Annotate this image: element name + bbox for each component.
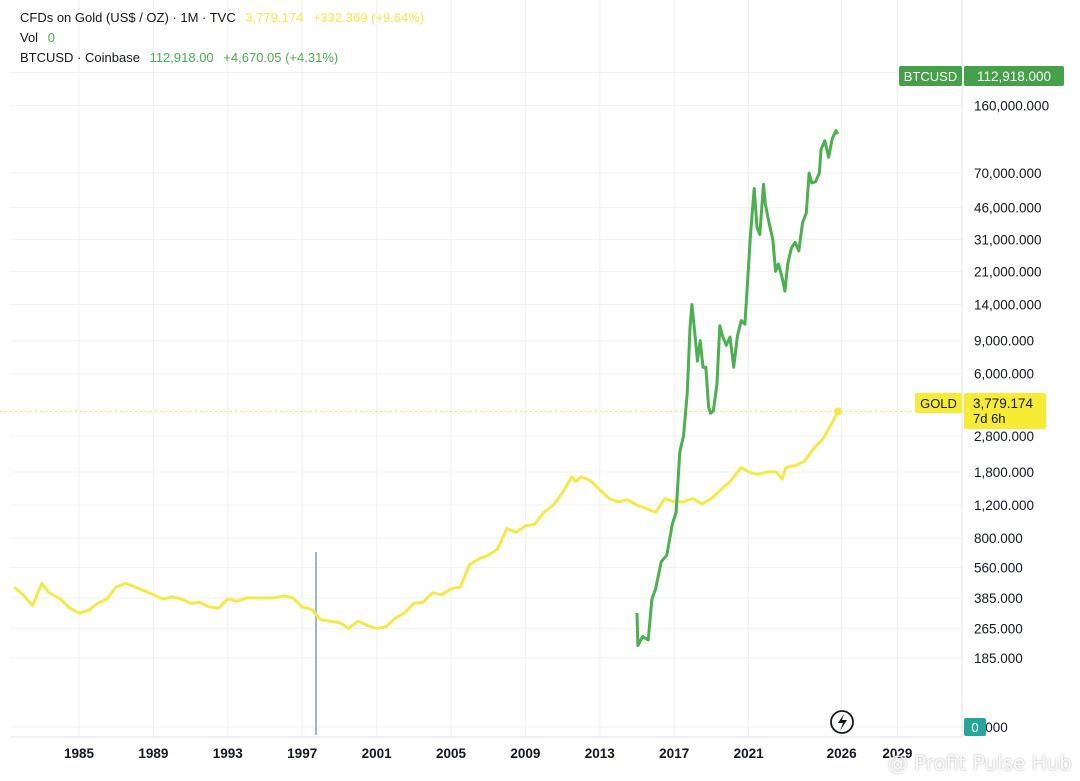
y-tick-label: 2,800.000 xyxy=(974,429,1034,444)
x-tick-label: 1985 xyxy=(64,746,95,761)
vol-legend-row: Vol 0 xyxy=(20,30,61,45)
btc-legend-row: BTCUSD · Coinbase 112,918.00 +4,670.05 (… xyxy=(20,50,344,65)
vol-legend-label: Vol xyxy=(20,30,39,45)
y-tick-label: 1,800.000 xyxy=(974,465,1034,480)
btc-legend-price: 112,918.00 xyxy=(149,50,214,65)
btc-legend-change: +4,670.05 (+4.31%) xyxy=(223,50,339,65)
btc-tag-value: 112,918.000 xyxy=(977,69,1051,84)
x-tick-label: 2017 xyxy=(659,746,689,761)
x-axis: 1985 1989 1993 1997 2001 2005 2009 2013 2017 2021… xyxy=(64,746,912,761)
y-tick-label: 21,000.000 xyxy=(974,264,1042,279)
x-tick-label: 2005 xyxy=(436,746,467,761)
x-tick-label: 2001 xyxy=(362,746,393,761)
vol-tag-value: 0 xyxy=(971,720,978,735)
y-tick-label: 1,200.000 xyxy=(974,498,1034,513)
y-tick-label: 385.000 xyxy=(974,591,1023,606)
y-tick-label: 560.000 xyxy=(974,560,1023,575)
x-tick-label: 2013 xyxy=(585,746,616,761)
y-tick-label: 160,000.000 xyxy=(974,99,1049,114)
gold-legend-price: 3,779.174 xyxy=(245,10,304,25)
y-tick-label: 70,000.000 xyxy=(974,166,1042,181)
y-tick-label: 14,000.000 xyxy=(974,298,1042,313)
gold-legend-row: CFDs on Gold (US$ / OZ) · 1M · TVC 3,779… xyxy=(20,10,430,25)
replay-icon[interactable] xyxy=(830,710,854,734)
x-tick-label: 2026 xyxy=(827,746,858,761)
y-tick-label: 6,000.000 xyxy=(974,367,1034,382)
gold-last-point xyxy=(833,407,842,416)
gold-tag-countdown: 7d 6h xyxy=(973,411,1006,426)
x-tick-label: 1993 xyxy=(213,746,244,761)
btc-tag-symbol: BTCUSD xyxy=(904,69,957,84)
btc-series-line[interactable] xyxy=(635,129,840,647)
btc-legend-title: BTCUSD · Coinbase xyxy=(20,50,140,65)
vol-price-tag: 0 xyxy=(964,718,986,736)
watermark: @ Profit Pulse Hub xyxy=(887,751,1072,775)
y-tick-label: 265.000 xyxy=(974,621,1023,636)
gold-tag-value: 3,779.174 xyxy=(973,396,1034,411)
x-tick-label: 2029 xyxy=(882,746,912,761)
gold-legend-title: CFDs on Gold (US$ / OZ) · 1M · TVC xyxy=(20,10,236,25)
y-tick-label: 800.000 xyxy=(974,531,1023,546)
btc-price-tag: BTCUSD 112,918.000 xyxy=(899,66,1064,86)
gold-legend-change: +332.369 (+9.64%) xyxy=(312,10,425,25)
x-tick-label: 2009 xyxy=(510,746,540,761)
gold-tag-symbol: GOLD xyxy=(920,396,957,411)
chart-grid xyxy=(10,0,963,738)
y-tick-label: 9,000.000 xyxy=(974,334,1034,349)
x-tick-label: 2021 xyxy=(734,746,765,761)
x-tick-label: 1997 xyxy=(287,746,317,761)
y-tick-label: 46,000.000 xyxy=(974,200,1042,215)
y-tick-label: 31,000.000 xyxy=(974,233,1042,248)
gold-series-line[interactable] xyxy=(12,410,840,630)
vol-legend-value: 0 xyxy=(47,30,55,45)
y-axis: 240,000.000160,000.00070,000.00046,000.0… xyxy=(974,66,1049,735)
gold-price-tag: GOLD 3,779.174 7d 6h xyxy=(915,393,1046,429)
y-tick-label: 185.000 xyxy=(974,651,1023,666)
x-tick-label: 1989 xyxy=(138,746,168,761)
